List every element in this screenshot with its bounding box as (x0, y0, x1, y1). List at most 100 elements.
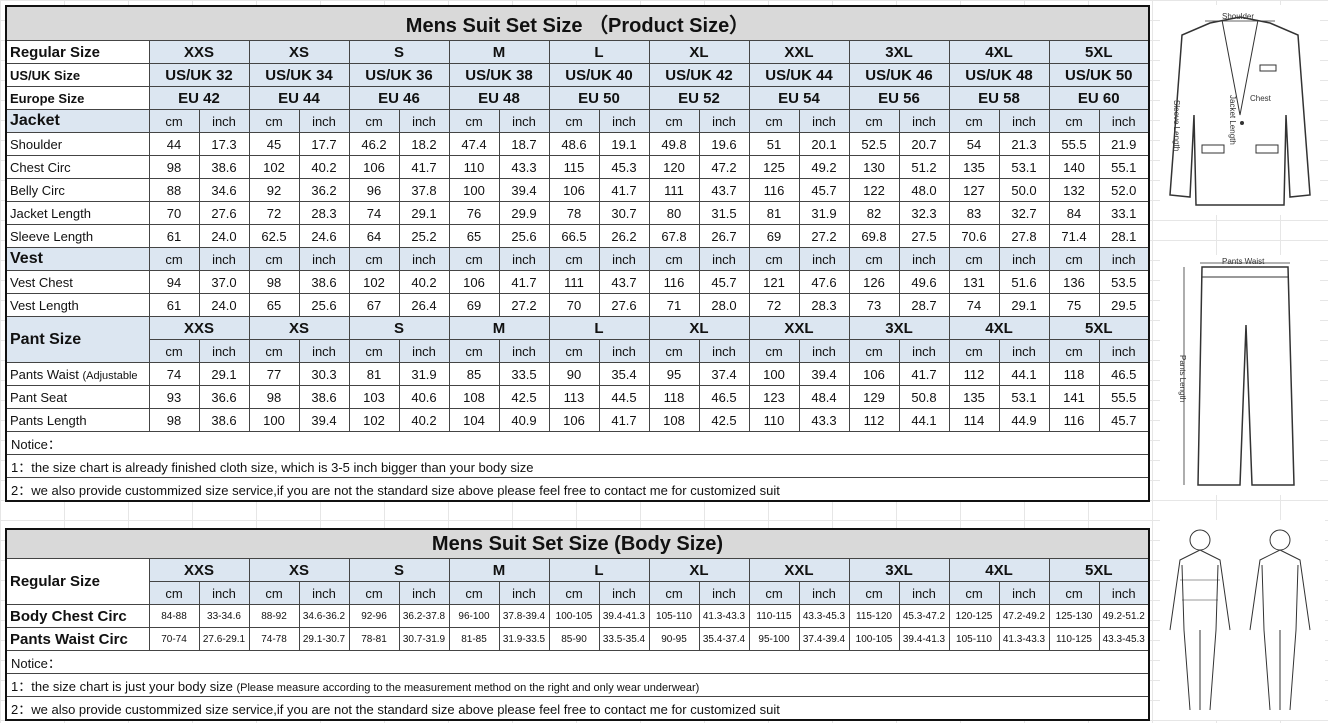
value-cell: 51.6 (998, 270, 1050, 294)
unit-inch: inch (998, 339, 1050, 363)
value-cell: 27.6-29.1 (198, 627, 250, 651)
value-cell: 47.2 (698, 155, 750, 179)
value-cell: 98 (248, 385, 300, 409)
value-cell: 130 (848, 155, 900, 179)
chest-label: Chest (1250, 94, 1272, 103)
unit-inch: inch (698, 247, 750, 271)
value-cell: 106 (348, 155, 400, 179)
value-cell: 44.1 (898, 408, 950, 432)
value-cell: 40.2 (398, 408, 450, 432)
size-header: S (348, 40, 450, 64)
unit-row: cm inch cm inch cm inch cm inch cm inch cm inch cm in… (6, 339, 1150, 363)
note-row: 1：the size chart is just your body size … (5, 673, 1150, 697)
value-cell: 19.1 (598, 132, 650, 156)
value-cell: 83 (948, 201, 1000, 225)
table-row: Pants Waist Circ 70-74 27.6-29.1 74-78 29.1-… (5, 627, 1150, 651)
value-cell: 33.5-35.4 (598, 627, 650, 651)
value-cell: 92 (248, 178, 300, 202)
value-cell: 77 (248, 362, 300, 386)
value-cell: 111 (648, 178, 700, 202)
value-cell: 18.7 (498, 132, 550, 156)
value-cell: 49.8 (648, 132, 700, 156)
unit-inch: inch (498, 247, 550, 271)
value-cell: 74 (148, 362, 200, 386)
value-cell: 43.3-45.3 (1098, 627, 1150, 651)
value-cell: 33-34.6 (198, 604, 250, 628)
body-measurement-diagram (1160, 520, 1325, 720)
size-header: US/UK 42 (648, 63, 750, 87)
value-cell: 88 (148, 178, 200, 202)
value-cell: 40.2 (298, 155, 350, 179)
value-cell: 111 (548, 270, 600, 294)
unit-inch: inch (598, 339, 650, 363)
size-header: XL (648, 40, 750, 64)
value-cell: 66.5 (548, 224, 600, 248)
value-cell: 100 (448, 178, 500, 202)
value-cell: 55.5 (1048, 132, 1100, 156)
unit-cm: cm (1048, 247, 1100, 271)
value-cell: 85-90 (548, 627, 600, 651)
value-cell: 45 (248, 132, 300, 156)
unit-inch: inch (398, 339, 450, 363)
value-cell: 116 (748, 178, 800, 202)
note-row: Notice： (5, 650, 1150, 674)
value-cell: 98 (248, 270, 300, 294)
value-cell: 114 (948, 408, 1000, 432)
unit-cm: cm (148, 339, 200, 363)
jacket-length-label: Jacket Length (1228, 95, 1237, 145)
value-cell: 21.3 (998, 132, 1050, 156)
row-label: Body Chest Circ (5, 604, 150, 628)
value-cell: 37.4-39.4 (798, 627, 850, 651)
value-cell: 129 (848, 385, 900, 409)
unit-cm: cm (1048, 109, 1100, 133)
row-label: Vest Chest (5, 270, 150, 294)
size-header: EU 60 (1048, 86, 1150, 110)
value-cell: 40.2 (398, 270, 450, 294)
unit-cm: cm (548, 581, 600, 605)
row-label: Vest Length (5, 293, 150, 317)
value-cell: 48.4 (798, 385, 850, 409)
unit-inch: inch (1098, 581, 1150, 605)
unit-cm: cm (948, 581, 1000, 605)
value-cell: 132 (1048, 178, 1100, 202)
unit-cm: cm (248, 247, 300, 271)
value-cell: 69 (748, 224, 800, 248)
size-header: EU 42 (148, 86, 250, 110)
unit-cm: cm (348, 339, 400, 363)
value-cell: 110-125 (1048, 627, 1100, 651)
row-label-text: Pants Waist (10, 366, 79, 382)
unit-cm: cm (748, 581, 800, 605)
value-cell: 47.6 (798, 270, 850, 294)
value-cell: 26.2 (598, 224, 650, 248)
value-cell: 33.5 (498, 362, 550, 386)
unit-inch: inch (1098, 109, 1150, 133)
value-cell: 43.7 (698, 178, 750, 202)
table-row: Pants Length 98 38.6 100 39.4 102 40.2 104 40.9 1… (5, 408, 1150, 432)
size-header: 5XL (1048, 40, 1150, 64)
value-cell: 38.6 (198, 408, 250, 432)
value-cell: 88-92 (248, 604, 300, 628)
size-header: S (348, 558, 450, 582)
size-header: XXL (748, 316, 850, 340)
value-cell: 48.0 (898, 178, 950, 202)
value-cell: 102 (248, 155, 300, 179)
unit-cm: cm (648, 109, 700, 133)
value-cell: 46.5 (1098, 362, 1150, 386)
value-cell: 38.6 (198, 155, 250, 179)
pants-length-label: Pants Length (1178, 355, 1187, 402)
unit-inch: inch (798, 109, 850, 133)
unit-inch: inch (1098, 247, 1150, 271)
row-label: Pants Waist (Adjustable (5, 362, 150, 386)
size-header: US/UK 44 (748, 63, 850, 87)
size-header: US/UK 40 (548, 63, 650, 87)
size-header: 4XL (948, 558, 1050, 582)
value-cell: 98 (148, 408, 200, 432)
section-label: Pant Size (5, 316, 150, 363)
table-row: Vest Length 61 24.0 65 25.6 67 26.4 69 27.2 70 27.… (5, 293, 1150, 317)
value-cell: 125 (748, 155, 800, 179)
value-cell: 106 (848, 362, 900, 386)
value-cell: 27.6 (598, 293, 650, 317)
unit-cm: cm (348, 247, 400, 271)
table-row: Pants Waist (Adjustable 74 29.1 77 30.3 81 31.… (5, 362, 1150, 386)
value-cell: 27.8 (998, 224, 1050, 248)
